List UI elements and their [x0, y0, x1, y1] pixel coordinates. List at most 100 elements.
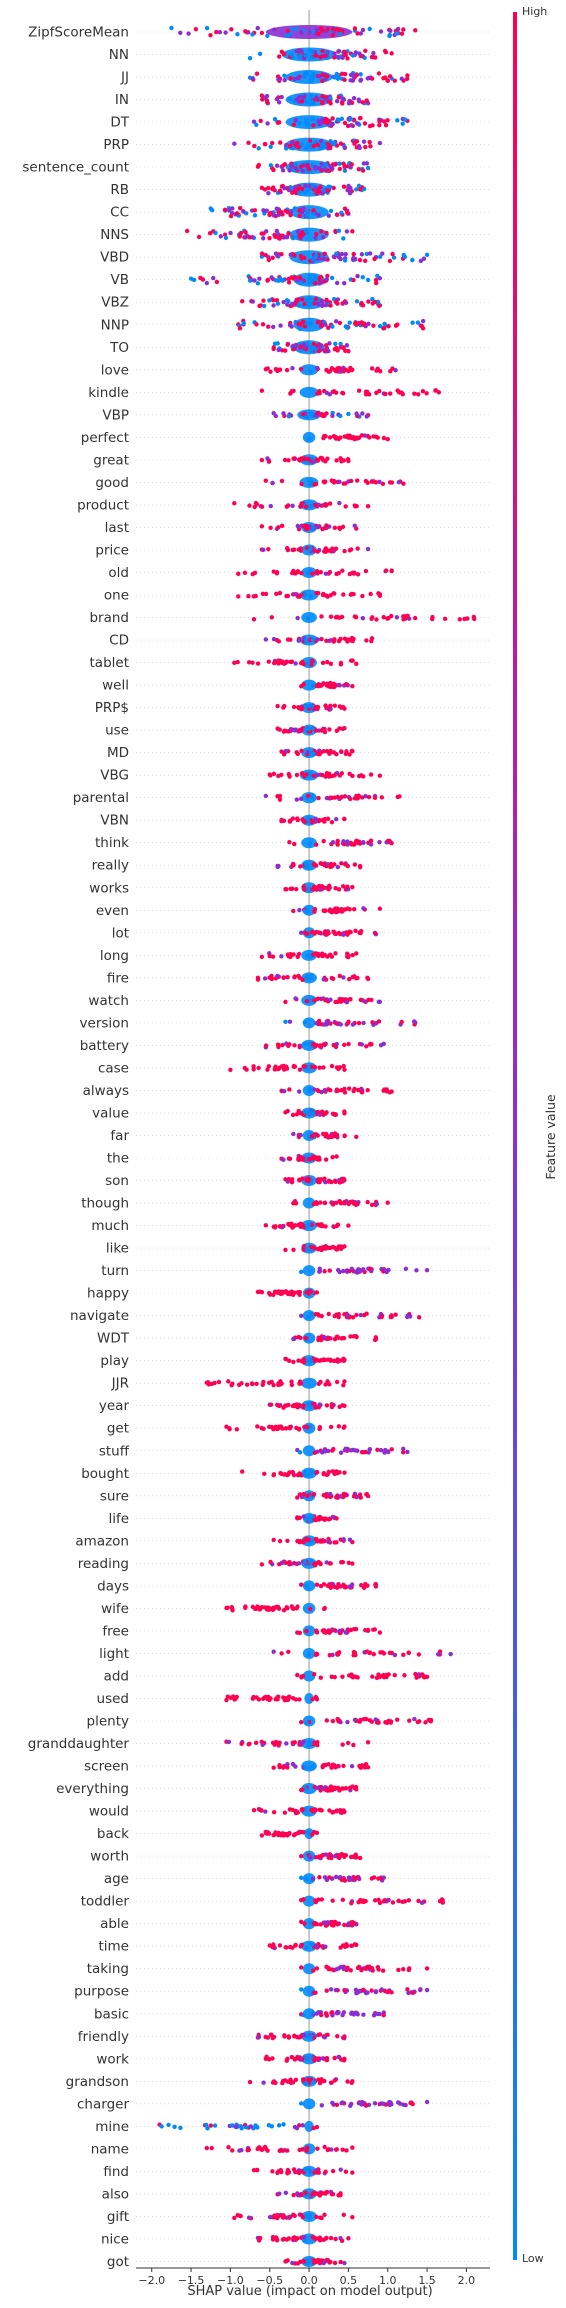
shap-point	[352, 1717, 358, 1723]
shap-point	[332, 1540, 337, 1545]
shap-point	[325, 2257, 330, 2263]
shap-point	[285, 637, 291, 642]
shap-point	[271, 303, 276, 308]
shap-point	[311, 1245, 316, 1250]
shap-point	[348, 1448, 354, 1453]
shap-point	[301, 206, 306, 211]
shap-point	[354, 139, 360, 144]
shap-point	[317, 930, 322, 935]
shap-point	[282, 1810, 288, 1815]
shap-point	[334, 1133, 339, 1139]
shap-point	[297, 1381, 302, 1386]
shap-point	[293, 1810, 299, 1816]
shap-point	[253, 1740, 259, 1746]
shap-point	[255, 977, 261, 982]
shap-point	[389, 51, 394, 56]
shap-point	[332, 1785, 337, 1790]
shap-point	[261, 1426, 266, 1432]
shap-point	[311, 301, 317, 306]
shap-point	[319, 636, 324, 642]
shap-point	[462, 616, 467, 622]
shap-point	[301, 523, 307, 529]
shap-point	[260, 1696, 266, 1701]
shap-point	[330, 1448, 335, 1453]
shap-point	[272, 27, 277, 32]
shap-point	[268, 369, 273, 374]
feature-label: sentence_count	[22, 160, 129, 176]
shap-point	[299, 1987, 304, 1992]
shap-point	[307, 2258, 312, 2263]
shap-point	[326, 1178, 332, 1184]
shap-point	[292, 975, 297, 980]
shap-point	[310, 29, 316, 34]
shap-point	[268, 1292, 273, 1297]
shap-point	[243, 1605, 248, 1610]
shap-point	[334, 1223, 340, 1229]
shap-point	[338, 341, 343, 347]
shap-point	[296, 1426, 302, 1432]
shap-point	[243, 2125, 249, 2130]
feature-label: year	[99, 1398, 130, 1414]
shap-point	[263, 793, 268, 799]
shap-point	[303, 70, 308, 76]
shap-point	[299, 706, 304, 712]
shap-point	[299, 930, 304, 935]
shap-point	[371, 1651, 376, 1657]
feature-density-core	[302, 1895, 316, 1907]
shap-point	[342, 1379, 347, 1384]
shap-point	[317, 1223, 322, 1228]
shap-point	[287, 1087, 292, 1092]
shap-point	[308, 1424, 313, 1430]
shap-point	[324, 593, 329, 598]
shap-point	[292, 206, 298, 211]
shap-point	[350, 2214, 355, 2220]
shap-point	[282, 2033, 287, 2038]
shap-point	[385, 616, 390, 621]
feature-label: tablet	[90, 655, 130, 671]
shap-point	[303, 526, 309, 532]
feature-label: fire	[107, 970, 129, 986]
feature-label: version	[80, 1015, 129, 1031]
shap-point	[322, 729, 328, 735]
shap-point	[332, 1853, 338, 1859]
shap-point	[323, 1179, 328, 1185]
shap-point	[328, 614, 334, 619]
shap-point	[313, 1990, 318, 1995]
shap-point	[317, 1065, 322, 1070]
shap-point	[344, 749, 349, 754]
shap-point	[339, 2238, 345, 2244]
shap-point	[311, 482, 317, 487]
shap-point	[305, 616, 311, 621]
shap-point	[384, 1720, 390, 1725]
shap-point	[318, 1538, 323, 1543]
shap-point	[309, 55, 314, 60]
shap-point	[342, 794, 348, 799]
shap-point	[420, 1672, 425, 1677]
shap-point	[345, 56, 350, 61]
shap-point	[322, 1087, 327, 1093]
shap-point	[330, 1202, 336, 1207]
shap-point	[294, 297, 300, 302]
shap-point	[317, 1514, 323, 1520]
shap-point	[325, 188, 330, 194]
shap-point	[360, 27, 366, 33]
shap-point	[242, 570, 248, 575]
shap-point	[314, 1357, 319, 1362]
shap-point	[399, 76, 405, 81]
shap-point	[330, 324, 335, 329]
shap-point	[334, 2147, 339, 2152]
shap-point	[232, 660, 237, 666]
shap-point	[339, 1786, 345, 1791]
x-axis-title: SHAP value (impact on model output)	[187, 2284, 432, 2299]
shap-point	[274, 228, 280, 234]
shap-point	[322, 1200, 328, 1206]
x-tick-label: 2.0	[458, 2274, 476, 2287]
shap-point	[320, 78, 325, 84]
shap-point	[341, 975, 346, 980]
shap-point	[323, 322, 328, 327]
shap-point	[360, 275, 365, 280]
feature-label: PRP	[103, 137, 129, 153]
shap-point	[341, 1356, 346, 1362]
shap-point	[297, 213, 302, 219]
shap-point	[339, 210, 344, 216]
